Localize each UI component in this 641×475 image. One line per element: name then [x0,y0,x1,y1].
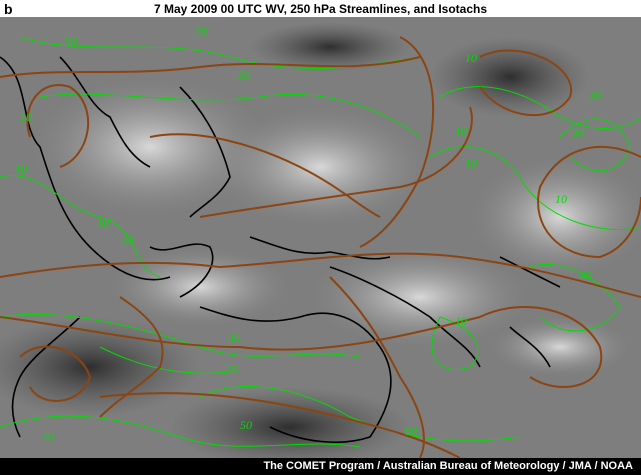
credit-text: The COMET Program / Australian Bureau of… [263,460,633,472]
panel-label: b [4,1,13,17]
isotach-label: 40 [580,268,592,282]
isotach-label: 70 [195,24,207,38]
isotach-label: 10 [97,216,109,230]
isotach-label: 30 [227,331,240,345]
isotach-label: 50 [240,418,252,432]
isotach-label: 10 [465,51,477,65]
isotach-labels: 50 70 50 10 10 10 30 30 10 10 10 10 40 1… [15,24,602,444]
isotach-label: 10 [555,192,567,206]
isotach-label: 70 [226,362,238,376]
water-vapor-map: 50 70 50 10 10 10 30 30 10 10 10 10 40 1… [0,17,641,458]
isotach-label: 90 [405,424,417,438]
isotach-label: 50 [65,34,77,48]
coastlines [0,56,561,443]
isotachs [0,36,641,448]
isotach-label: 10 [122,232,134,246]
isotach-label: 10 [455,314,467,328]
isotach-label: 10 [20,110,32,124]
isotach-label: 50 [238,68,250,82]
streamlines [0,36,641,458]
footer-bar: The COMET Program / Australian Bureau of… [0,458,641,475]
isotach-label: 10 [465,156,477,170]
figure-title: 7 May 2009 00 UTC WV, 250 hPa Streamline… [153,2,488,16]
isotach-label: 10 [455,124,467,138]
isotach-label: 10 [15,162,27,176]
isotach-label: 30 [589,88,602,102]
dry-regions [0,22,590,458]
bright-clouds [30,77,641,377]
isotach-label: 70 [42,430,54,444]
isotach-label: 30 [571,126,584,140]
